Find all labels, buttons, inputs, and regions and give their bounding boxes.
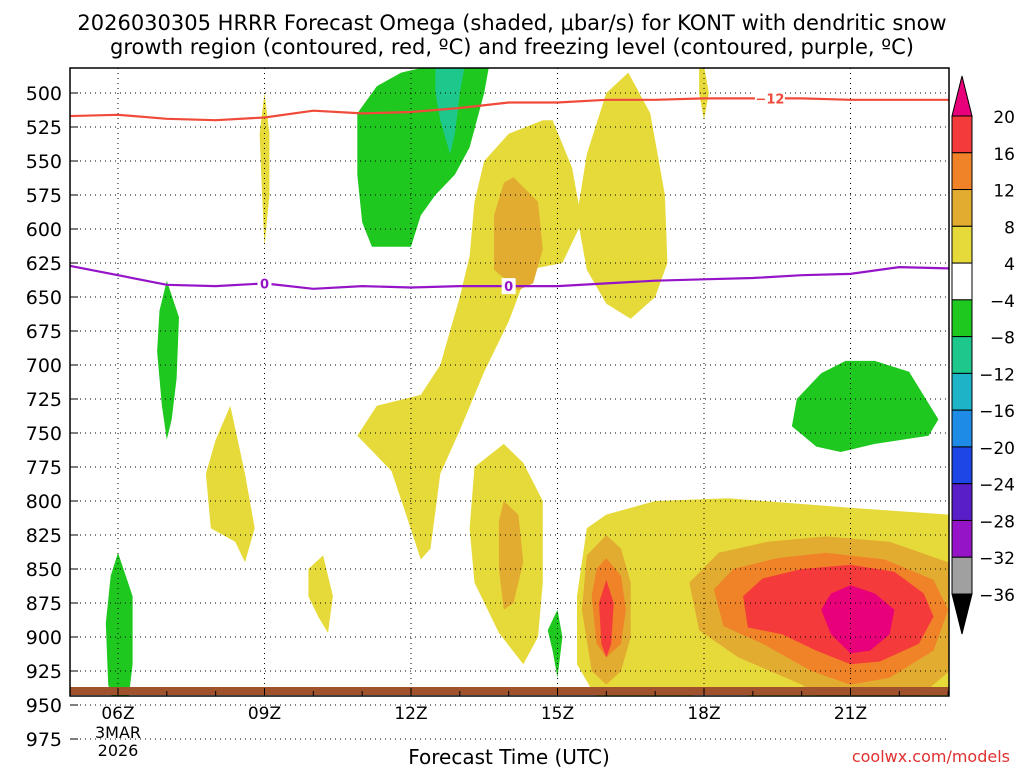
colorbar-label-9: −20 <box>979 439 1015 459</box>
purple-contour-label-1: 0 <box>504 280 513 295</box>
colorbar-segment-7 <box>951 336 973 374</box>
omega-region-22 <box>157 280 179 440</box>
y-tick-label-600: 600 <box>26 219 62 241</box>
colorbar-segment-5 <box>951 262 973 301</box>
y-tick-label-825: 825 <box>26 525 62 547</box>
colorbar: 20 16 12 8 4 −4 −8 −12 −16 −20 −24 −28 −32 −36 <box>951 75 1015 635</box>
colorbar-label-10: −24 <box>979 476 1015 496</box>
omega-region-21 <box>435 68 465 155</box>
omega-region-8 <box>985 66 992 107</box>
x-axis-label: Forecast Time (UTC) <box>408 745 610 768</box>
colorbar-label-13: −36 <box>979 586 1015 606</box>
x-tick-label-21Z: 21Z <box>834 704 867 724</box>
red-contour-label-bg-0 <box>754 90 785 107</box>
omega-region-1 <box>577 72 668 319</box>
omega-shaded-regions <box>105 66 992 735</box>
colorbar-label-6: −8 <box>990 329 1015 349</box>
colorbar-segment-2 <box>951 152 973 191</box>
colorbar-segment-9 <box>951 409 973 448</box>
ground-bar <box>70 687 949 695</box>
y-axis: 500 525 550 575 600 625 650 675 700 725 750 775 800 8… <box>26 83 78 751</box>
red-contour-line <box>70 97 949 122</box>
y-tick-label-725: 725 <box>26 389 62 411</box>
contour-lines: −12 0 0 <box>70 90 949 295</box>
omega-region-3 <box>205 405 255 563</box>
colorbar-label-2: 12 <box>993 182 1015 202</box>
colorbar-label-4: 4 <box>1004 255 1015 275</box>
colorbar-top-arrow <box>951 75 973 117</box>
colorbar-segment-13 <box>951 556 973 595</box>
omega-region-24 <box>547 609 563 678</box>
y-tick-label-675: 675 <box>26 321 62 343</box>
x-axis: 06Z 09Z 12Z 15Z 18Z 21Z <box>101 688 949 724</box>
watermark: coolwx.com/models <box>852 747 1010 766</box>
omega-region-23 <box>105 552 133 696</box>
y-tick-label-700: 700 <box>26 355 62 377</box>
omega-region-19 <box>821 585 895 654</box>
purple-contour-label-bg-1 <box>501 278 516 295</box>
purple-contour-label-0: 0 <box>260 277 269 292</box>
y-tick-label-850: 850 <box>26 559 62 581</box>
red-contour-label-0: −12 <box>755 92 784 107</box>
colorbar-label-12: −32 <box>979 549 1015 569</box>
omega-region-0 <box>259 93 270 247</box>
colorbar-bottom-arrow <box>951 593 973 635</box>
y-tick-label-750: 750 <box>26 423 62 445</box>
purple-contour-line <box>70 264 949 290</box>
y-tick-label-875: 875 <box>26 593 62 615</box>
omega-region-7 <box>699 68 709 121</box>
omega-region-20 <box>357 68 489 247</box>
colorbar-label-0: 20 <box>993 108 1015 128</box>
omega-region-18 <box>603 712 609 730</box>
y-tick-label-650: 650 <box>26 287 62 309</box>
y-tick-label-525: 525 <box>26 117 62 139</box>
omega-region-4 <box>308 555 333 633</box>
plot-frame <box>69 67 950 697</box>
y-tick-label-900: 900 <box>26 627 62 649</box>
x-tick-label-06Z: 06Z <box>101 704 134 724</box>
omega-region-25 <box>791 360 939 452</box>
y-tick-label-775: 775 <box>26 457 62 479</box>
y-tick-label-575: 575 <box>26 185 62 207</box>
chart-title-line-1: 2026030305 HRRR Forecast Omega (shaded, … <box>77 11 946 35</box>
purple-contour-label-bg-0 <box>257 275 272 292</box>
omega-region-26 <box>392 723 416 735</box>
colorbar-segment-8 <box>951 372 973 411</box>
y-tick-label-975: 975 <box>26 729 62 751</box>
y-tick-label-625: 625 <box>26 253 62 275</box>
chart-title-line-2: growth region (contoured, red, ºC) and f… <box>110 35 914 59</box>
y-tick-label-950: 950 <box>26 695 62 717</box>
x-tick-label-15Z: 15Z <box>541 704 574 724</box>
x-tick-label-18Z: 18Z <box>687 704 720 724</box>
y-tick-label-550: 550 <box>26 151 62 173</box>
y-tick-label-800: 800 <box>26 491 62 513</box>
colorbar-segment-12 <box>951 519 973 558</box>
omega-region-10 <box>498 501 524 610</box>
x-tick-label-09Z: 09Z <box>248 704 281 724</box>
colorbar-label-5: −4 <box>990 292 1015 312</box>
colorbar-label-1: 16 <box>993 145 1015 165</box>
y-tick-label-925: 925 <box>26 661 62 683</box>
date-label-year: 2026 <box>98 741 139 760</box>
colorbar-segment-6 <box>951 299 973 338</box>
y-tick-label-500: 500 <box>26 83 62 105</box>
omega-region-16 <box>599 579 614 658</box>
colorbar-label-7: −12 <box>979 365 1015 385</box>
colorbar-label-3: 8 <box>1004 218 1015 238</box>
colorbar-segment-10 <box>951 446 973 485</box>
colorbar-label-11: −28 <box>979 512 1015 532</box>
colorbar-segment-1 <box>951 115 973 154</box>
omega-region-9 <box>494 177 543 291</box>
colorbar-label-8: −16 <box>979 402 1015 422</box>
colorbar-segment-4 <box>951 225 973 264</box>
date-label-day: 3MAR <box>95 723 141 742</box>
colorbar-segment-11 <box>951 483 973 521</box>
x-tick-label-12Z: 12Z <box>394 704 427 724</box>
colorbar-segment-3 <box>951 189 973 227</box>
